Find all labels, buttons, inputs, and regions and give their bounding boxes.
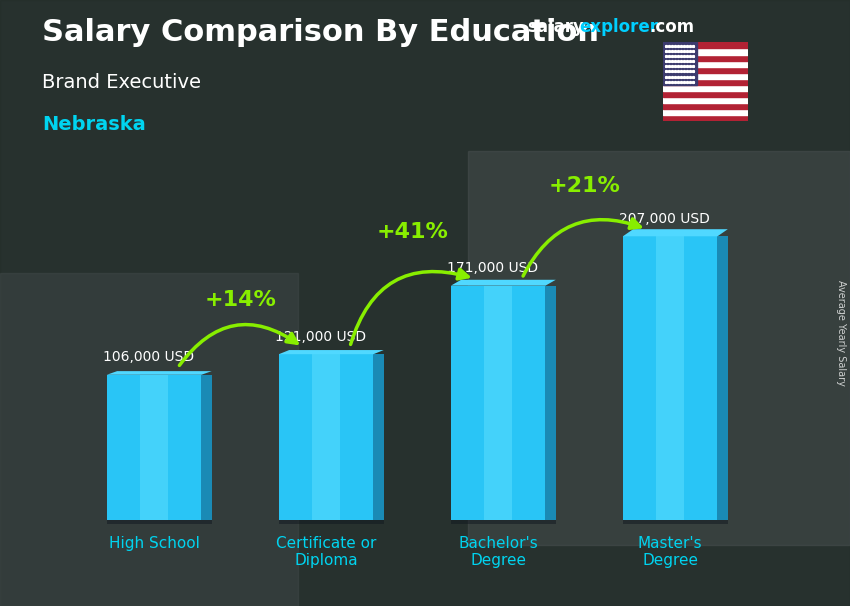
Polygon shape	[623, 520, 728, 524]
Text: 121,000 USD: 121,000 USD	[275, 330, 366, 344]
Polygon shape	[717, 236, 728, 520]
Bar	[663, 42, 697, 85]
Bar	[663, 103, 748, 109]
Polygon shape	[107, 520, 212, 524]
Bar	[663, 79, 748, 85]
Text: +14%: +14%	[204, 290, 276, 310]
Bar	[663, 85, 748, 91]
Text: Salary Comparison By Education: Salary Comparison By Education	[42, 18, 599, 47]
Bar	[663, 97, 748, 103]
Text: +41%: +41%	[377, 222, 448, 242]
Polygon shape	[656, 236, 684, 520]
Bar	[663, 73, 748, 79]
Text: Nebraska: Nebraska	[42, 115, 146, 134]
Polygon shape	[546, 285, 556, 520]
Polygon shape	[279, 350, 383, 354]
Polygon shape	[450, 285, 546, 520]
Bar	[663, 61, 748, 67]
Bar	[663, 42, 748, 48]
Polygon shape	[623, 236, 717, 520]
Bar	[663, 48, 748, 55]
Polygon shape	[623, 229, 728, 236]
Text: .com: .com	[649, 18, 694, 36]
Text: Brand Executive: Brand Executive	[42, 73, 201, 92]
Polygon shape	[484, 285, 513, 520]
Bar	[0, 273, 298, 606]
Bar	[663, 91, 748, 97]
Polygon shape	[279, 520, 383, 524]
Polygon shape	[450, 280, 556, 285]
Text: 207,000 USD: 207,000 USD	[620, 211, 711, 225]
Text: 106,000 USD: 106,000 USD	[104, 350, 195, 364]
Text: explorer: explorer	[580, 18, 659, 36]
Polygon shape	[312, 354, 340, 520]
Polygon shape	[373, 354, 383, 520]
Bar	[663, 109, 748, 115]
Text: 171,000 USD: 171,000 USD	[447, 261, 539, 275]
Polygon shape	[140, 375, 168, 520]
Text: +21%: +21%	[548, 176, 620, 196]
Bar	[663, 67, 748, 73]
Polygon shape	[107, 371, 212, 375]
Polygon shape	[279, 354, 373, 520]
Text: Average Yearly Salary: Average Yearly Salary	[836, 281, 846, 386]
Polygon shape	[450, 520, 556, 524]
Bar	[663, 115, 748, 121]
Polygon shape	[107, 375, 201, 520]
Bar	[663, 55, 748, 61]
Polygon shape	[201, 375, 212, 520]
Text: salary: salary	[527, 18, 584, 36]
Bar	[468, 152, 850, 545]
